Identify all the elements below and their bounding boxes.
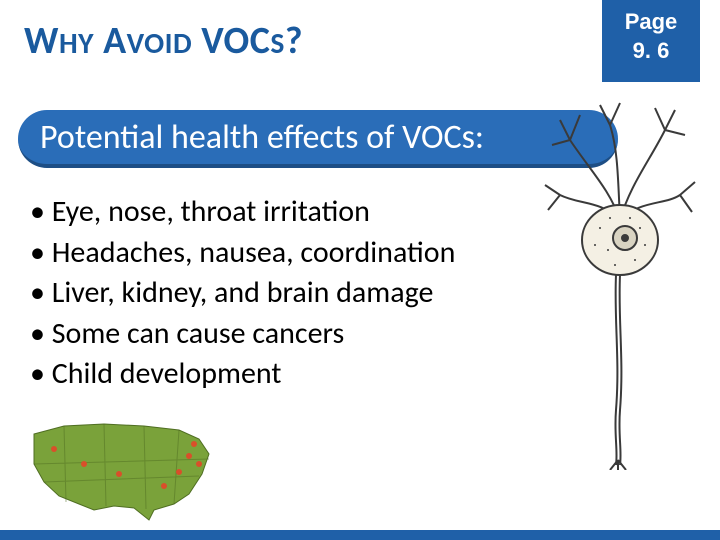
- bullet-list: • Eye, nose, throat irritation• Headache…: [30, 192, 455, 395]
- list-item: • Liver, kidney, and brain damage: [30, 273, 455, 314]
- slide-title: WHY AVOID VOCS?: [24, 18, 303, 64]
- footer-bar: [0, 530, 720, 540]
- neuron-icon: [540, 100, 700, 470]
- subtitle-pill: Potential health effects of VOCs:: [18, 110, 618, 168]
- list-item: • Some can cause cancers: [30, 314, 455, 355]
- list-item: • Child development: [30, 354, 455, 395]
- us-map-icon: [24, 414, 234, 524]
- list-item: • Headaches, nausea, coordination: [30, 233, 455, 274]
- page-number: 9. 6: [602, 38, 700, 64]
- page-label: Page: [602, 10, 700, 34]
- list-item: • Eye, nose, throat irritation: [30, 192, 455, 233]
- subtitle-text: Potential health effects of VOCs:: [40, 117, 484, 158]
- page-badge: Page 9. 6: [602, 0, 700, 82]
